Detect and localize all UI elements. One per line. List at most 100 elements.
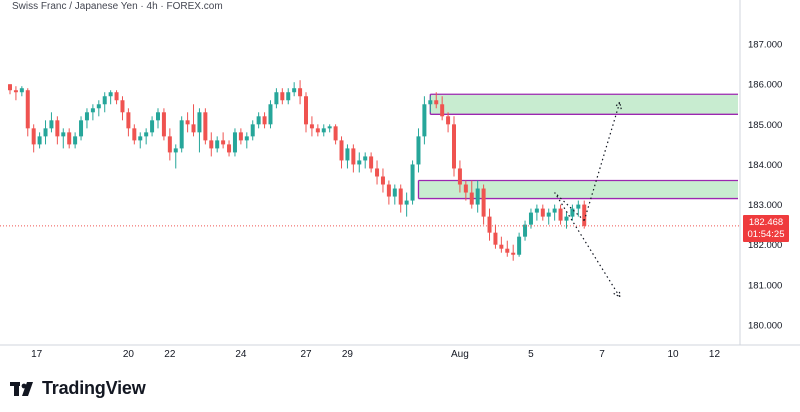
candle[interactable]: [274, 88, 279, 109]
candle[interactable]: [238, 128, 243, 145]
candle[interactable]: [404, 192, 409, 217]
candle[interactable]: [96, 100, 101, 117]
candle[interactable]: [304, 92, 308, 133]
candle[interactable]: [576, 200, 581, 217]
candle[interactable]: [558, 204, 563, 225]
candle[interactable]: [215, 136, 220, 153]
candle[interactable]: [469, 180, 474, 209]
candle[interactable]: [528, 208, 533, 229]
candle[interactable]: [286, 88, 291, 105]
candle[interactable]: [167, 128, 172, 161]
candle[interactable]: [73, 132, 78, 149]
candle[interactable]: [333, 124, 338, 145]
candle[interactable]: [463, 180, 468, 201]
candle[interactable]: [173, 144, 178, 169]
candle[interactable]: [582, 200, 587, 229]
candle[interactable]: [262, 112, 267, 129]
candle[interactable]: [339, 136, 344, 169]
candle[interactable]: [90, 104, 95, 121]
zone-rect-1[interactable]: [418, 180, 738, 199]
candle[interactable]: [446, 112, 451, 133]
candle[interactable]: [564, 212, 569, 229]
candle[interactable]: [102, 92, 107, 113]
candle[interactable]: [156, 108, 160, 129]
candle[interactable]: [321, 124, 326, 137]
candle[interactable]: [179, 116, 184, 153]
candle[interactable]: [221, 132, 226, 149]
candle[interactable]: [61, 128, 66, 149]
candle[interactable]: [227, 140, 232, 157]
candle[interactable]: [197, 108, 202, 153]
candle[interactable]: [534, 204, 539, 221]
candle[interactable]: [363, 152, 368, 169]
candle[interactable]: [67, 128, 72, 149]
zone-rect-0[interactable]: [430, 94, 738, 115]
candle[interactable]: [79, 116, 84, 141]
candle[interactable]: [440, 96, 445, 121]
candle[interactable]: [505, 240, 510, 257]
candle[interactable]: [13, 86, 18, 101]
candle[interactable]: [416, 128, 421, 173]
candle[interactable]: [185, 112, 190, 133]
candle[interactable]: [434, 92, 439, 109]
candle[interactable]: [108, 90, 113, 105]
candle[interactable]: [144, 128, 149, 145]
candle[interactable]: [392, 184, 397, 205]
candle[interactable]: [19, 86, 24, 97]
candle[interactable]: [517, 232, 522, 257]
candle[interactable]: [292, 82, 297, 97]
candle[interactable]: [546, 208, 551, 225]
candle[interactable]: [481, 184, 486, 225]
candle[interactable]: [523, 220, 528, 241]
candle[interactable]: [120, 96, 125, 121]
tradingview-logo[interactable]: TradingView: [10, 378, 146, 399]
candle[interactable]: [43, 120, 48, 145]
candle[interactable]: [268, 100, 273, 129]
candle[interactable]: [493, 224, 498, 249]
candle[interactable]: [428, 96, 433, 113]
candle[interactable]: [357, 152, 362, 173]
candle[interactable]: [345, 144, 350, 169]
candle[interactable]: [410, 160, 415, 205]
projection-path-1[interactable]: [554, 192, 621, 298]
candle[interactable]: [386, 180, 391, 205]
candle[interactable]: [132, 124, 137, 145]
candle[interactable]: [552, 204, 557, 221]
candle[interactable]: [570, 204, 575, 221]
candle[interactable]: [150, 116, 155, 137]
candle[interactable]: [250, 120, 255, 141]
candle[interactable]: [55, 116, 60, 145]
candle[interactable]: [457, 160, 462, 193]
candle[interactable]: [475, 180, 480, 213]
candle[interactable]: [84, 108, 89, 129]
candle[interactable]: [369, 152, 374, 173]
candle[interactable]: [351, 144, 356, 173]
candle[interactable]: [499, 236, 504, 253]
projection-path-0[interactable]: [583, 102, 621, 221]
candle[interactable]: [422, 96, 427, 145]
candle[interactable]: [280, 88, 285, 105]
candle[interactable]: [309, 116, 314, 137]
candle[interactable]: [8, 84, 12, 95]
candle[interactable]: [49, 112, 54, 133]
candle[interactable]: [375, 160, 380, 185]
candle[interactable]: [452, 116, 456, 177]
candle[interactable]: [25, 88, 30, 137]
candle[interactable]: [298, 80, 303, 105]
candle[interactable]: [126, 108, 131, 137]
candle[interactable]: [380, 168, 385, 193]
candle[interactable]: [244, 132, 249, 149]
candle[interactable]: [138, 132, 143, 149]
candle[interactable]: [540, 204, 545, 221]
candle[interactable]: [114, 90, 119, 105]
candle[interactable]: [191, 104, 196, 137]
candle[interactable]: [511, 244, 516, 261]
candle[interactable]: [487, 208, 492, 241]
candle[interactable]: [161, 108, 166, 141]
candle[interactable]: [398, 184, 403, 213]
candle[interactable]: [203, 108, 208, 145]
candle[interactable]: [327, 124, 332, 133]
candle[interactable]: [256, 112, 261, 129]
candle[interactable]: [315, 124, 320, 137]
